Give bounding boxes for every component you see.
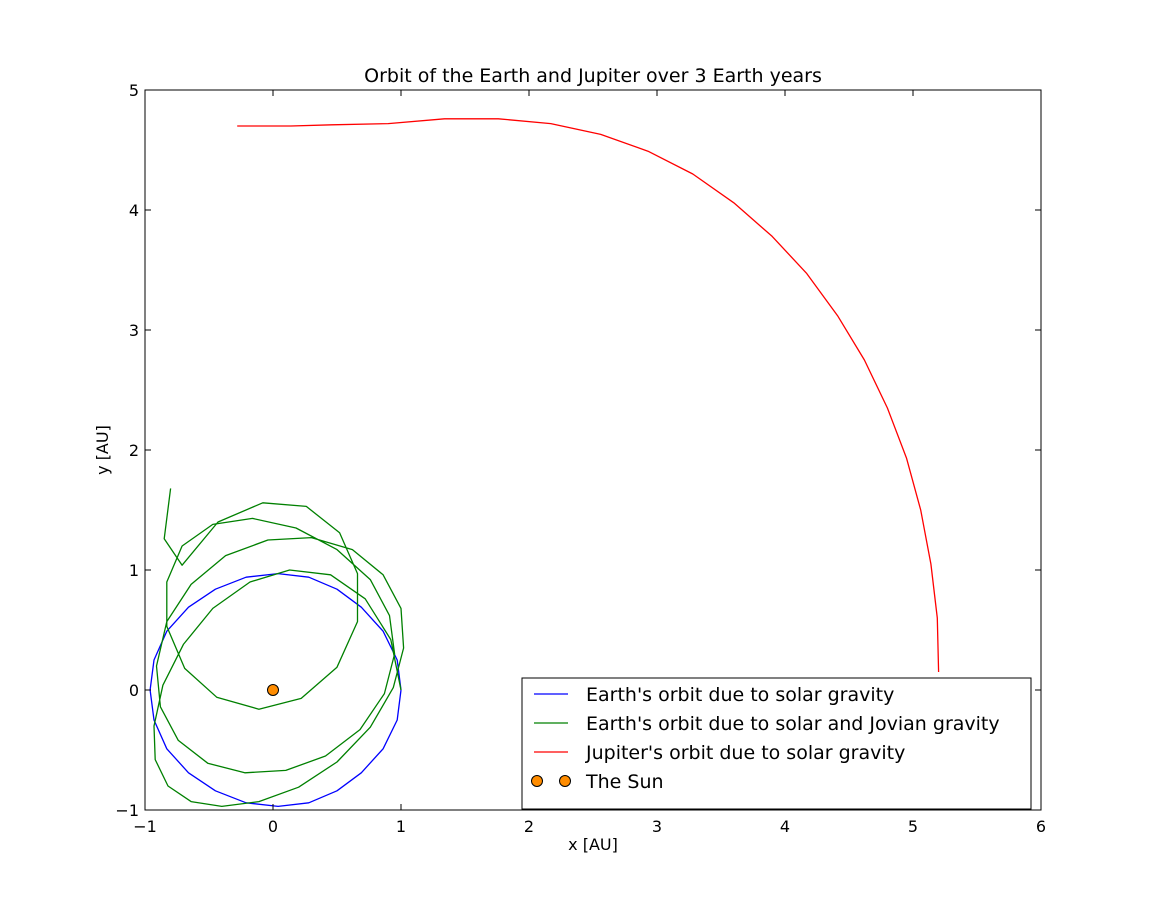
axis-ticks: −1 0 1 2 3 4 5 6 −1 0 1 2 3 4 5 xyxy=(115,81,1046,836)
x-tick-label: 1 xyxy=(396,817,406,836)
y-axis-label: y [AU] xyxy=(93,425,112,475)
y-tick-label: 2 xyxy=(129,441,139,460)
legend: Earth's orbit due to solar gravity Earth'… xyxy=(521,677,1032,810)
series-line-2 xyxy=(153,488,405,808)
legend-marker-4-b xyxy=(559,775,571,787)
legend-box xyxy=(521,677,1032,810)
sun-marker xyxy=(267,684,279,696)
legend-label-4: The Sun xyxy=(585,771,664,793)
x-tick-label: 6 xyxy=(1036,817,1046,836)
legend-marker-4 xyxy=(531,775,543,787)
y-tick-label: 4 xyxy=(129,201,139,220)
legend-label-1: Earth's orbit due to solar gravity xyxy=(586,684,894,706)
series-line-3 xyxy=(237,118,940,673)
y-tick-label: 0 xyxy=(129,681,139,700)
x-tick-label: −1 xyxy=(133,817,157,836)
chart-title: Orbit of the Earth and Jupiter over 3 Ea… xyxy=(364,65,822,87)
x-tick-label: 3 xyxy=(652,817,662,836)
legend-label-3: Jupiter's orbit due to solar gravity xyxy=(585,742,905,764)
y-tick-label: 1 xyxy=(129,561,139,580)
x-tick-label: 4 xyxy=(780,817,790,836)
x-tick-label: 2 xyxy=(524,817,534,836)
y-tick-label: 5 xyxy=(129,81,139,100)
x-tick-label: 0 xyxy=(268,817,278,836)
y-tick-label: 3 xyxy=(129,321,139,340)
x-axis-label: x [AU] xyxy=(568,835,618,854)
legend-label-2: Earth's orbit due to solar and Jovian gr… xyxy=(586,713,1000,735)
y-tick-label: −1 xyxy=(115,801,139,820)
x-tick-label: 5 xyxy=(908,817,918,836)
